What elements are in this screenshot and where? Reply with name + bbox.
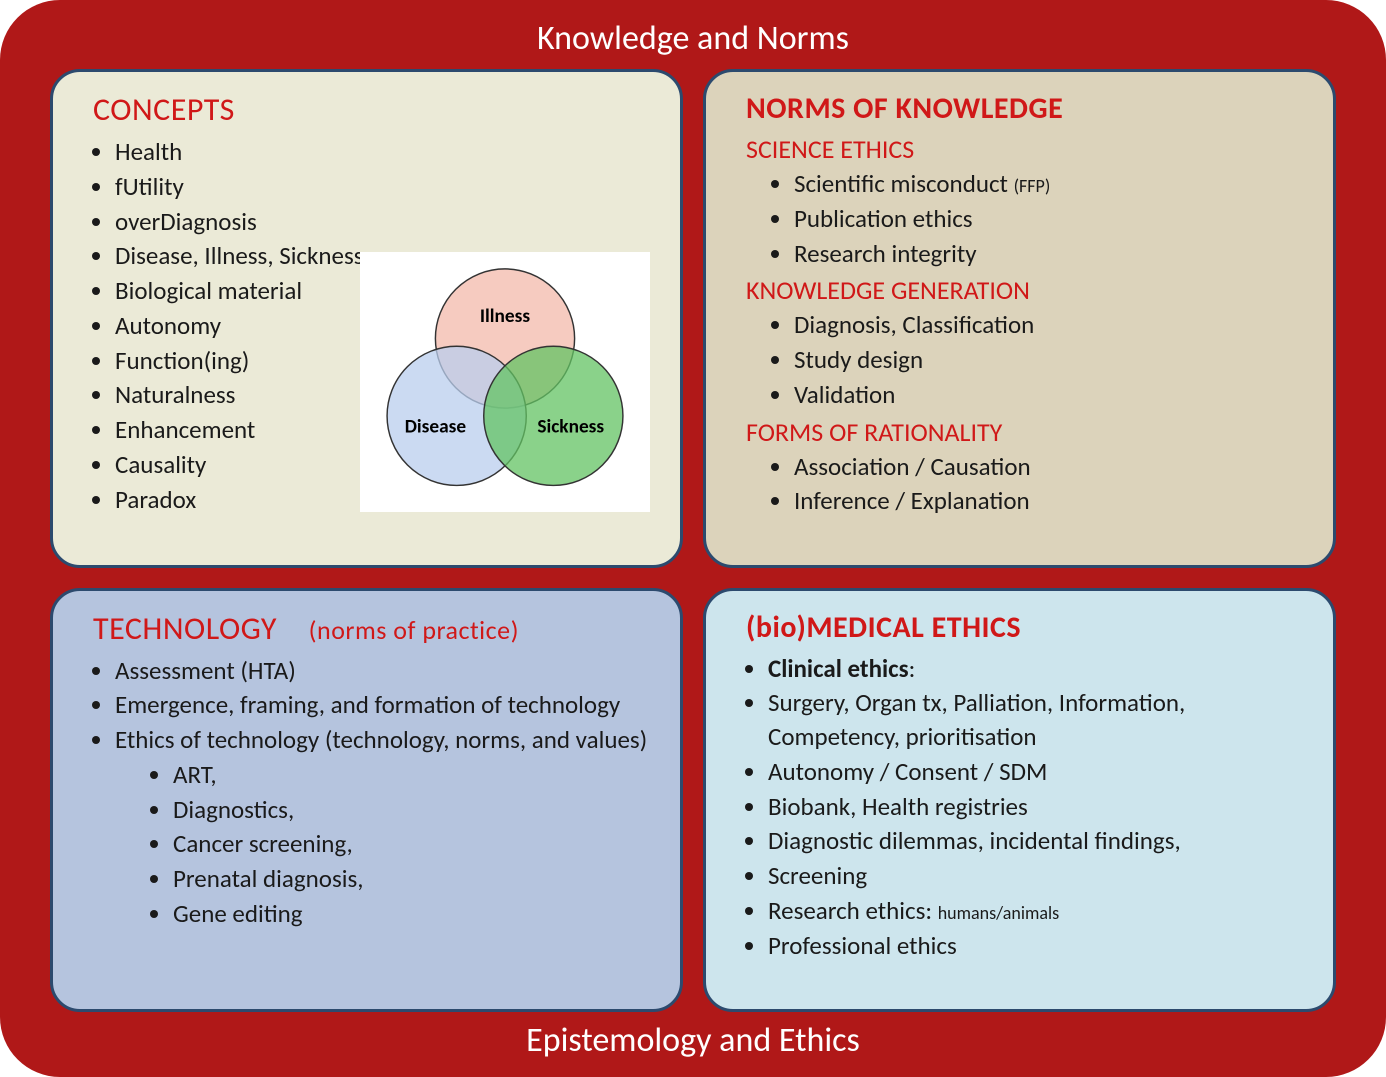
list-item: Cancer screening,: [173, 827, 652, 861]
list-item: Association / Causation: [794, 450, 1305, 484]
ethics-list: Clinical ethics:Surgery, Organ tx, Palli…: [746, 652, 1305, 963]
list-item: Prenatal diagnosis,: [173, 862, 652, 896]
list-item: Study design: [794, 343, 1305, 377]
technology-list: Assessment (HTA)Emergence, framing, and …: [93, 654, 652, 757]
bottom-title: Epistemology and Ethics: [20, 1012, 1366, 1065]
list-item: Diagnostic dilemmas, incidental findings…: [768, 824, 1305, 858]
panel-norms: NORMS OF KNOWLEDGE SCIENCE ETHICSScienti…: [703, 69, 1336, 568]
list-item: Gene editing: [173, 897, 652, 931]
list-item: Diagnosis, Classification: [794, 308, 1305, 342]
technology-subtitle: (norms of practice): [309, 614, 519, 646]
list-item: Ethics of technology (technology, norms,…: [115, 723, 652, 757]
section-label: KNOWLEDGE GENERATION: [746, 274, 1305, 306]
section-list: Scientific misconduct (FFP)Publication e…: [746, 167, 1305, 270]
top-title: Knowledge and Norms: [20, 12, 1366, 69]
section-list: Diagnosis, ClassificationStudy designVal…: [746, 308, 1305, 411]
list-item: overDiagnosis: [115, 205, 652, 239]
venn-label: Disease: [405, 415, 467, 438]
list-item: Validation: [794, 378, 1305, 412]
list-item: Scientific misconduct (FFP): [794, 167, 1305, 201]
venn-diagram: Illness Disease Sickness: [360, 252, 650, 512]
list-item: Health: [115, 135, 652, 169]
list-item: Diagnostics,: [173, 793, 652, 827]
section-label: SCIENCE ETHICS: [746, 133, 1305, 165]
outer-frame: Knowledge and Norms CONCEPTS HealthfUtil…: [0, 0, 1386, 1077]
venn-label: Sickness: [537, 415, 604, 438]
section-list: Association / CausationInference / Expla…: [746, 450, 1305, 519]
list-item: Screening: [768, 859, 1305, 893]
technology-sublist: ART,Diagnostics,Cancer screening,Prenata…: [93, 758, 652, 931]
list-item: Research ethics: humans/animals: [768, 894, 1305, 928]
panel-technology: TECHNOLOGY (norms of practice) Assessmen…: [50, 588, 683, 1012]
list-item: Publication ethics: [794, 202, 1305, 236]
list-item: Biobank, Health registries: [768, 790, 1305, 824]
list-item: Clinical ethics:: [768, 652, 1305, 686]
panel-concepts: CONCEPTS HealthfUtilityoverDiagnosis Dise…: [50, 69, 683, 568]
list-item: Autonomy / Consent / SDM: [768, 755, 1305, 789]
list-item: Assessment (HTA): [115, 654, 652, 688]
section-label: FORMS OF RATIONALITY: [746, 416, 1305, 448]
list-item: fUtility: [115, 170, 652, 204]
list-item: ART,: [173, 758, 652, 792]
panel-grid: CONCEPTS HealthfUtilityoverDiagnosis Dise…: [20, 69, 1366, 1012]
list-item: Professional ethics: [768, 929, 1305, 963]
norms-heading: NORMS OF KNOWLEDGE: [746, 90, 1305, 127]
venn-label: Illness: [480, 305, 530, 328]
technology-heading: TECHNOLOGY (norms of practice): [93, 609, 652, 648]
list-item: Inference / Explanation: [794, 484, 1305, 518]
ethics-heading: (bio)MEDICAL ETHICS: [746, 609, 1305, 646]
concepts-heading: CONCEPTS: [93, 90, 652, 129]
list-item: Surgery, Organ tx, Palliation, Informati…: [768, 686, 1305, 754]
list-item: Emergence, framing, and formation of tec…: [115, 688, 652, 722]
list-item: Research integrity: [794, 237, 1305, 271]
panel-ethics: (bio)MEDICAL ETHICS Clinical ethics:Surg…: [703, 588, 1336, 1012]
